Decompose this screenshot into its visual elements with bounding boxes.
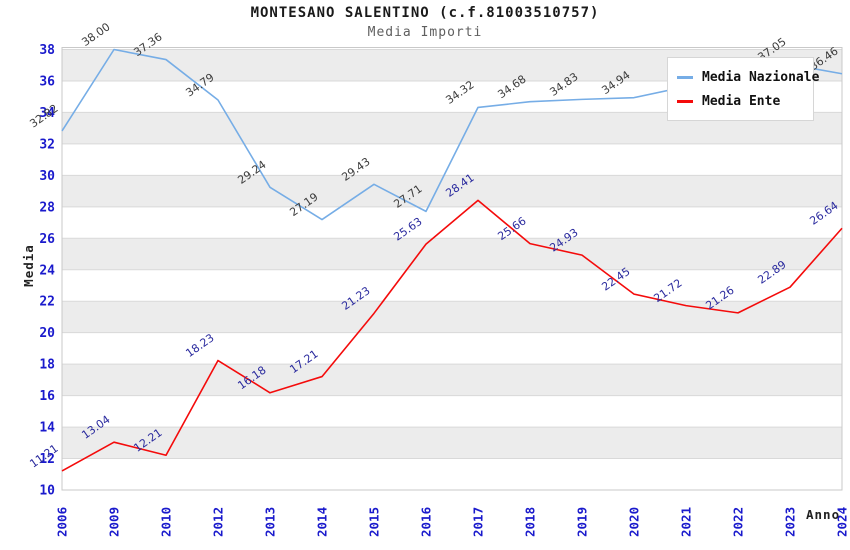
legend-label: Media Ente bbox=[702, 94, 781, 109]
x-tick-label: 2022 bbox=[731, 507, 746, 537]
x-tick-label: 2012 bbox=[211, 507, 226, 537]
plot-band bbox=[62, 458, 842, 490]
x-tick-label: 2023 bbox=[783, 507, 798, 537]
x-tick-label: 2010 bbox=[159, 507, 174, 537]
x-tick-label: 2006 bbox=[55, 507, 70, 537]
y-tick-label: 34 bbox=[39, 106, 55, 121]
x-tick-label: 2021 bbox=[679, 507, 694, 537]
x-tick-label: 2024 bbox=[835, 507, 850, 537]
x-axis-title: Anno bbox=[806, 507, 841, 522]
plot-band bbox=[62, 269, 842, 302]
plot-band bbox=[62, 238, 842, 270]
plot-band bbox=[62, 332, 842, 365]
plot-band bbox=[62, 364, 842, 396]
plot-band bbox=[62, 175, 842, 207]
legend-item-media-nazionale: Media Nazionale bbox=[677, 70, 819, 85]
y-tick-label: 10 bbox=[39, 484, 55, 499]
y-tick-label: 16 bbox=[39, 389, 55, 404]
y-tick-label: 22 bbox=[39, 295, 55, 310]
legend-label: Media Nazionale bbox=[702, 70, 820, 85]
legend-box: Media Nazionale Media Ente bbox=[667, 57, 819, 121]
x-tick-label: 2009 bbox=[107, 507, 122, 537]
y-tick-label: 30 bbox=[39, 169, 55, 184]
y-tick-label: 26 bbox=[39, 232, 55, 247]
x-tick-label: 2019 bbox=[575, 507, 590, 537]
y-tick-label: 38 bbox=[39, 43, 55, 58]
x-tick-label: 2017 bbox=[471, 507, 486, 537]
series-line-media-ente bbox=[61, 199, 843, 472]
y-tick-label: 36 bbox=[39, 74, 55, 89]
x-tick-label: 2013 bbox=[263, 507, 278, 537]
y-tick-label: 14 bbox=[39, 421, 55, 436]
plot-band bbox=[62, 427, 842, 459]
y-tick-label: 24 bbox=[39, 263, 55, 278]
y-tick-label: 20 bbox=[39, 326, 55, 341]
plot-band bbox=[62, 301, 842, 333]
data-label: 38.00 bbox=[79, 20, 112, 49]
y-tick-label: 18 bbox=[39, 358, 55, 373]
chart-subtitle: Media Importi bbox=[367, 25, 483, 40]
y-tick-label: 12 bbox=[39, 452, 55, 467]
plot-band bbox=[62, 395, 842, 428]
x-tick-label: 2015 bbox=[367, 507, 382, 537]
x-tick-label: 2018 bbox=[523, 507, 538, 537]
media-ente-line-swatch-icon bbox=[677, 100, 693, 103]
y-axis-title: Media bbox=[20, 244, 36, 287]
y-tick-label: 28 bbox=[39, 200, 55, 215]
media-nazionale-line-swatch-icon bbox=[677, 76, 693, 79]
x-tick-label: 2020 bbox=[627, 507, 642, 537]
plot-border bbox=[61, 47, 843, 491]
legend-item-media-ente: Media Ente bbox=[677, 94, 803, 109]
x-tick-label: 2014 bbox=[315, 507, 330, 537]
y-tick-label: 32 bbox=[39, 137, 55, 152]
series-line-media-nazionale bbox=[61, 48, 843, 221]
chart-title: MONTESANO SALENTINO (c.f.81003510757) bbox=[250, 5, 600, 21]
x-tick-label: 2016 bbox=[419, 507, 434, 537]
